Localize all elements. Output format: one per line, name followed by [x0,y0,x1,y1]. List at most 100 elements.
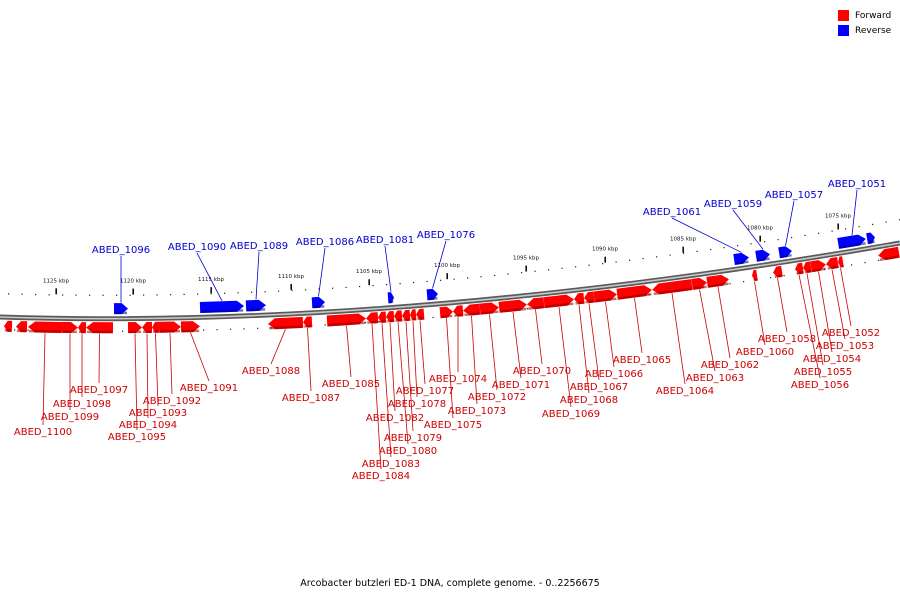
gene-arrow-forward-shade [411,317,416,321]
label-leader-line [798,274,821,379]
label-leader-line [732,209,764,250]
gene-arrow-forward [386,310,395,323]
legend: Forward Reverse [838,8,891,38]
genome-backbone [0,240,900,322]
ruler-minor-tick [251,291,253,293]
gene-label: ABED_1076 [417,230,475,241]
gene-arrow-reverse-shade [247,308,266,312]
legend-item-reverse: Reverse [838,23,891,38]
ruler-minor-tick [48,294,50,296]
gene-arrow-forward-shade [500,307,527,313]
gene-label: ABED_1053 [816,341,874,352]
gene-arrow-forward [838,256,844,268]
scale-label: 1110 kbp [278,274,304,280]
gene-arrow-reverse-shade [201,309,244,313]
gene-arrow-forward-body [127,322,142,334]
gene-arrow-forward-body [803,261,812,273]
gene-arrow-forward [402,309,411,322]
label-leader-line [851,189,858,236]
gene-arrow-reverse-body [113,303,128,315]
ruler-minor-tick [507,273,509,275]
gene-arrow-forward-shade [827,265,838,270]
ruler-minor-tick [521,272,523,274]
gene-label: ABED_1093 [129,408,187,419]
gene-arrow-forward [616,285,652,300]
ruler-minor-tick [750,243,752,245]
label-leader-line [371,324,382,470]
gene-label: ABED_1065 [613,355,671,366]
ruler-minor-tick [467,277,469,279]
gene-arrow-reverse-shade [115,311,128,315]
gene-arrow-forward [410,309,417,321]
scale-label: 1090 kbp [592,247,618,253]
label-leader-line [318,247,326,297]
gene-arrow-forward [86,322,114,334]
gene-arrow-forward-shade [753,278,757,282]
label-leader-line [270,329,286,365]
gene-label: ABED_1088 [242,366,300,377]
gene-arrow-forward [463,303,481,317]
gene-label: ABED_1077 [396,386,454,397]
lower-minor-tick [324,324,326,326]
ruler-minor-tick [615,261,617,263]
label-leader-line [831,269,846,340]
forward-swatch [838,10,849,21]
ruler-minor-tick [696,250,698,253]
gene-label: ABED_1063 [686,373,744,384]
ruler-minor-tick [885,221,887,223]
gene-arrow-forward-shade [441,314,453,319]
gene-label: ABED_1055 [794,367,852,378]
backbone-line-inner [0,242,900,320]
gene-arrow-forward [593,289,617,303]
gene-arrow-forward [453,305,464,317]
gene-label: ABED_1100 [14,427,72,438]
label-leader-line [432,240,447,289]
ruler-minor-tick [62,294,64,296]
label-leader-line [512,311,522,379]
gene-arrow-forward [142,321,153,333]
ruler-minor-tick [588,264,590,266]
gene-arrow-forward [773,265,783,279]
ruler-minor-tick [116,294,118,296]
label-leader-line [155,333,159,407]
scale-label: 1125 kbp [43,278,69,284]
gene-arrow-forward-shade [812,267,826,273]
ruler-minor-tick [818,232,820,234]
gene-arrow-forward-body [584,291,595,304]
gene-arrow-forward [326,313,366,327]
label-leader-line [134,333,138,431]
gene-arrow-forward [584,291,595,304]
ruler-minor-tick [602,263,604,265]
gene-arrow-forward-shade [395,318,402,322]
gene-arrow-forward [268,316,304,330]
gene-label: ABED_1099 [41,412,99,423]
gene-arrow-reverse-body [387,292,394,304]
ruler-minor-tick [399,283,401,285]
label-leader-line [471,315,478,405]
gene-arrow-forward [574,292,585,305]
ruler-major-tick [55,288,57,295]
ruler-minor-tick [804,234,806,237]
gene-arrow-reverse [866,232,875,245]
ruler-minor-tick [224,292,226,294]
gene-arrow-forward-shade [62,330,77,334]
gene-arrow-forward-shade [595,297,617,303]
gene-arrow-forward [394,310,403,322]
gene-label: ABED_1097 [70,385,128,396]
label-leader-line [384,245,392,292]
label-leader-line [42,333,46,426]
gene-label: ABED_1052 [822,328,880,339]
ruler-minor-tick [129,294,131,296]
ruler-minor-tick [156,294,158,296]
gene-arrow-reverse-body [733,252,749,265]
gene-arrow-forward-body [152,321,160,333]
gene-arrow-forward-shade [387,319,394,323]
gene-arrow-forward-shade [839,264,843,268]
gene-label: ABED_1059 [704,199,762,210]
gene-arrow-reverse [778,246,792,259]
lower-minor-tick [230,328,232,330]
ruler-minor-tick [723,247,725,249]
label-leader-line [558,306,572,408]
label-leader-line [699,289,716,372]
gene-arrow-forward-body [416,308,425,320]
